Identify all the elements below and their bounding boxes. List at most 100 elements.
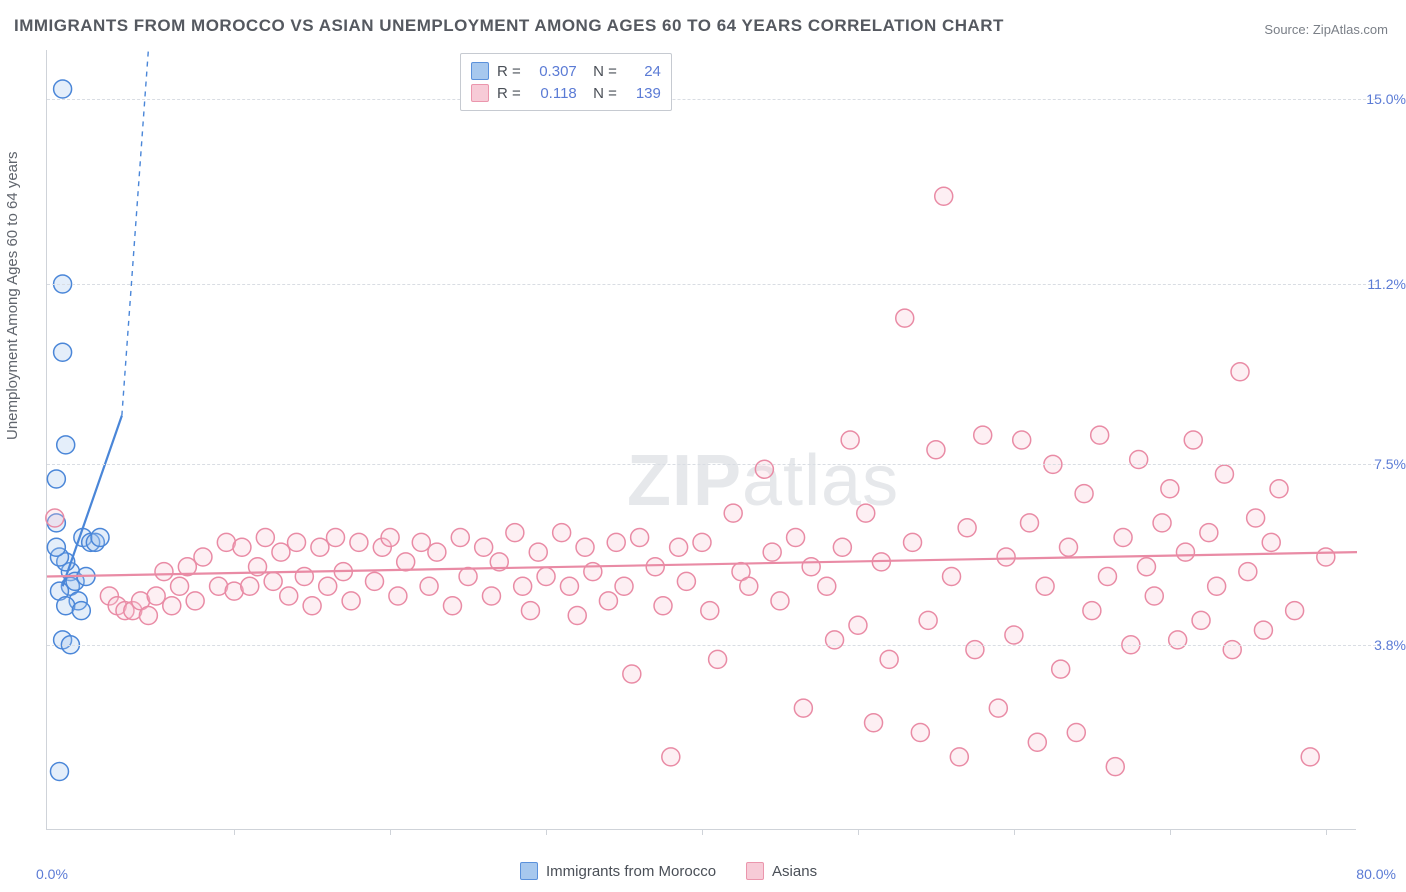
data-point-asians [529, 543, 547, 561]
data-point-asians [802, 558, 820, 576]
data-point-morocco [91, 529, 109, 547]
data-point-asians [319, 577, 337, 595]
chart-svg [47, 50, 1356, 829]
data-point-asians [841, 431, 859, 449]
x-tick [702, 829, 703, 835]
source-link[interactable]: ZipAtlas.com [1313, 22, 1388, 37]
data-point-asians [514, 577, 532, 595]
data-point-asians [475, 538, 493, 556]
swatch-morocco [520, 862, 538, 880]
r-value: 0.118 [529, 85, 577, 102]
gridline [47, 99, 1376, 100]
data-point-asians [521, 602, 539, 620]
data-point-asians [646, 558, 664, 576]
data-point-morocco [57, 436, 75, 454]
chart-title: IMMIGRANTS FROM MOROCCO VS ASIAN UNEMPLO… [14, 16, 1004, 36]
data-point-asians [1161, 480, 1179, 498]
data-point-morocco [54, 80, 72, 98]
data-point-morocco [72, 602, 90, 620]
x-axis-min-label: 0.0% [36, 866, 68, 882]
data-point-asians [865, 714, 883, 732]
data-point-asians [397, 553, 415, 571]
source-label: Source: [1264, 22, 1309, 37]
swatch-asians [746, 862, 764, 880]
x-tick [390, 829, 391, 835]
data-point-asians [1106, 758, 1124, 776]
data-point-asians [677, 572, 695, 590]
data-point-asians [740, 577, 758, 595]
data-point-asians [1286, 602, 1304, 620]
data-point-asians [1192, 611, 1210, 629]
swatch-asians [471, 84, 489, 102]
data-point-asians [1247, 509, 1265, 527]
data-point-asians [927, 441, 945, 459]
trendline-morocco-extrapolated [122, 50, 149, 416]
data-point-asians [1021, 514, 1039, 532]
data-point-asians [194, 548, 212, 566]
data-point-asians [311, 538, 329, 556]
data-point-morocco [47, 538, 65, 556]
data-point-asians [818, 577, 836, 595]
data-point-asians [919, 611, 937, 629]
data-point-asians [724, 504, 742, 522]
series-legend: Immigrants from Morocco Asians [520, 862, 817, 880]
data-point-asians [857, 504, 875, 522]
data-point-asians [288, 533, 306, 551]
data-point-asians [1184, 431, 1202, 449]
data-point-asians [428, 543, 446, 561]
n-value: 139 [625, 85, 661, 102]
data-point-asians [1059, 538, 1077, 556]
data-point-asians [1145, 587, 1163, 605]
data-point-asians [989, 699, 1007, 717]
data-point-asians [693, 533, 711, 551]
data-point-asians [171, 577, 189, 595]
data-point-asians [366, 572, 384, 590]
data-point-asians [147, 587, 165, 605]
data-point-asians [1114, 529, 1132, 547]
data-point-asians [443, 597, 461, 615]
data-point-asians [482, 587, 500, 605]
data-point-asians [1036, 577, 1054, 595]
data-point-asians [560, 577, 578, 595]
data-point-asians [506, 524, 524, 542]
legend-label: Asians [772, 863, 817, 880]
data-point-asians [272, 543, 290, 561]
gridline [47, 284, 1376, 285]
data-point-asians [1137, 558, 1155, 576]
swatch-morocco [471, 62, 489, 80]
data-point-asians [568, 607, 586, 625]
plot-area: ZIPatlas 3.8%7.5%11.2%15.0% [46, 50, 1356, 830]
data-point-asians [412, 533, 430, 551]
data-point-asians [787, 529, 805, 547]
legend-label: Immigrants from Morocco [546, 863, 716, 880]
data-point-asians [1176, 543, 1194, 561]
data-point-asians [1075, 485, 1093, 503]
n-value: 24 [625, 63, 661, 80]
data-point-morocco [54, 343, 72, 361]
y-tick-label: 3.8% [1374, 637, 1406, 653]
data-point-morocco [50, 763, 68, 781]
correlation-legend: R =0.307 N =24R =0.118 N =139 [460, 53, 672, 111]
legend-item-morocco: Immigrants from Morocco [520, 862, 716, 880]
x-tick [1014, 829, 1015, 835]
data-point-asians [553, 524, 571, 542]
data-point-asians [1262, 533, 1280, 551]
data-point-asians [264, 572, 282, 590]
data-point-asians [896, 309, 914, 327]
data-point-asians [958, 519, 976, 537]
correlation-row-morocco: R =0.307 N =24 [471, 60, 661, 82]
data-point-asians [997, 548, 1015, 566]
data-point-asians [1301, 748, 1319, 766]
r-label: R = [497, 85, 521, 102]
data-point-asians [256, 529, 274, 547]
r-value: 0.307 [529, 63, 577, 80]
data-point-asians [1317, 548, 1335, 566]
data-point-asians [1013, 431, 1031, 449]
data-point-asians [974, 426, 992, 444]
data-point-asians [654, 597, 672, 615]
data-point-asians [1098, 568, 1116, 586]
data-point-morocco [47, 470, 65, 488]
x-tick [546, 829, 547, 835]
data-point-asians [1200, 524, 1218, 542]
data-point-asians [1005, 626, 1023, 644]
